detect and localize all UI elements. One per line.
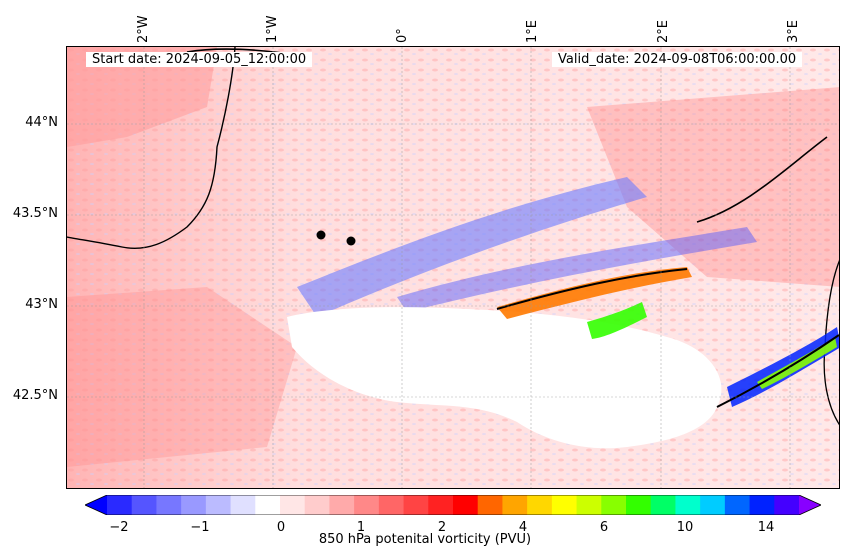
field-ne-red — [587, 87, 839, 287]
coastline — [67, 47, 236, 249]
colorbar-segment — [378, 495, 405, 515]
colorbar-segment — [749, 495, 775, 515]
pv-contour — [716, 334, 839, 408]
lat-label: 42.5°N — [12, 388, 58, 403]
colorbar-segment — [700, 495, 726, 515]
lat-label: 44°N — [25, 115, 58, 130]
colorbar-segment — [724, 495, 751, 515]
colorbar-segment — [774, 495, 800, 515]
colorbar-segment — [477, 495, 503, 515]
pv-high-ridge — [497, 267, 692, 319]
pv-contour — [696, 136, 828, 223]
lon-label: 2°W — [136, 15, 151, 43]
pv-high-ridge-2 — [587, 302, 647, 339]
colorbar-segment — [428, 495, 454, 515]
colorbar-segment — [255, 495, 281, 515]
colorbar-segment — [502, 495, 528, 515]
colorbar-segment — [131, 495, 157, 515]
field-blue-band — [297, 177, 647, 317]
graticule — [67, 47, 839, 488]
colorbar-segment — [626, 495, 652, 515]
lon-label: 1°W — [265, 15, 280, 43]
colorbar-segment — [601, 495, 627, 515]
colorbar-segment — [453, 495, 479, 515]
field-blue-band-2 — [397, 227, 757, 312]
colorbar-segment — [205, 495, 232, 515]
lon-label: 0° — [395, 28, 410, 43]
colorbar-segment — [650, 495, 676, 515]
valid-date-label: Valid_date: 2024-09-08T06:00:00.00 — [552, 52, 803, 67]
colorbar-segment — [181, 495, 207, 515]
colorbar-tick: 0 — [276, 520, 286, 535]
field-sw-red — [67, 287, 297, 467]
colorbar-arrow-right — [799, 495, 821, 515]
colorbar-tick: 10 — [676, 520, 694, 535]
colorbar-segment — [403, 495, 429, 515]
colorbar-segment — [329, 495, 355, 515]
terrain-mask — [287, 307, 722, 449]
colorbar-tick: 2 — [437, 520, 447, 535]
pv-field-map — [67, 47, 839, 488]
lon-label: 2°E — [656, 20, 671, 43]
colorbar-segment — [354, 495, 380, 515]
lon-label: 1°E — [525, 20, 540, 43]
lon-label: 3°E — [786, 20, 801, 43]
colorbar-tick: 14 — [757, 520, 775, 535]
colorbar-segment — [107, 495, 133, 515]
map-panel — [66, 46, 840, 489]
colorbar-arrow-left — [85, 495, 107, 515]
colorbar-segment — [156, 495, 182, 515]
colorbar-segment — [675, 495, 701, 515]
colorbar-segment — [551, 495, 578, 515]
colorbar-segment — [576, 495, 602, 515]
pv-contour — [496, 268, 688, 310]
colorbar-tick: 6 — [599, 520, 609, 535]
colorbar-segment — [230, 495, 256, 515]
start-date-label: Start date: 2024-09-05_12:00:00 — [86, 52, 313, 67]
colorbar-segment — [280, 495, 306, 515]
field-nw-red — [67, 47, 217, 147]
colorbar-tick: −2 — [109, 520, 129, 535]
city-dot — [316, 230, 326, 240]
colorbar-label: 850 hPa potenital vorticity (PVU) — [318, 532, 532, 547]
colorbar-tick: −1 — [190, 520, 210, 535]
colorbar-segment — [527, 495, 553, 515]
colorbar — [85, 495, 821, 515]
colorbar-segment — [304, 495, 330, 515]
lat-label: 43.5°N — [12, 206, 58, 221]
colorbar-tick: 4 — [518, 520, 528, 535]
colorbar-tick: 1 — [356, 520, 366, 535]
city-dot — [346, 236, 356, 246]
lat-label: 43°N — [25, 297, 58, 312]
